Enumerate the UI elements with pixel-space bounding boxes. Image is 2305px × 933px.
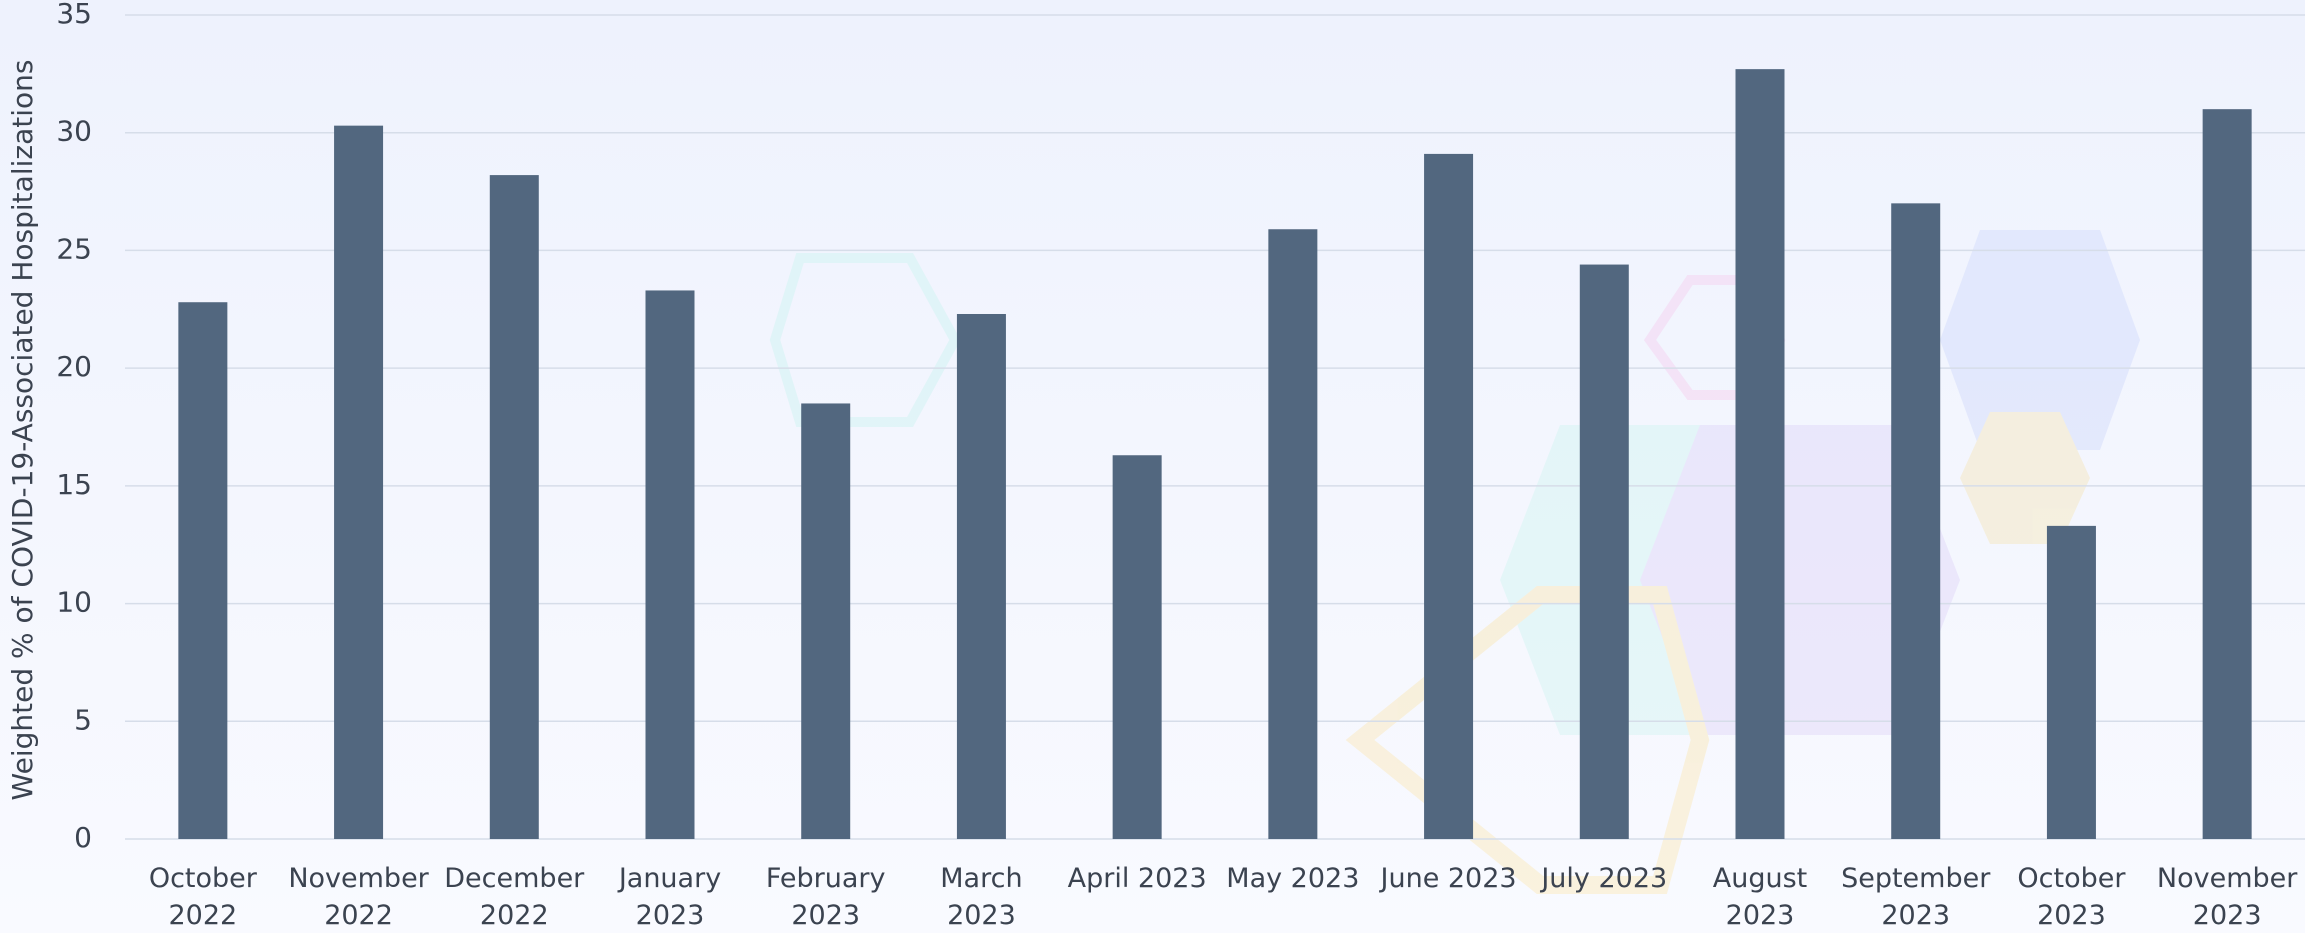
x-tick-label: December 2022	[444, 863, 585, 931]
bar	[645, 290, 695, 839]
x-tick-label: October 2023	[2017, 863, 2126, 931]
bar	[1424, 153, 1474, 840]
y-tick-label: 0	[74, 821, 92, 854]
y-tick-label: 10	[56, 586, 92, 619]
x-tick-label: July 2023	[1541, 863, 1668, 894]
bar	[2202, 109, 2252, 839]
bar	[489, 175, 539, 839]
bar	[1579, 264, 1629, 839]
bar	[178, 302, 228, 839]
x-tick-label: September 2023	[1841, 863, 1991, 931]
x-tick-label: November 2023	[2156, 863, 2298, 931]
x-tick-label: January 2023	[618, 863, 722, 931]
y-tick-label: 25	[56, 232, 92, 265]
y-axis-title: Weighted % of COVID-19-Associated Hospit…	[6, 60, 39, 801]
y-tick-label: 15	[56, 468, 92, 501]
y-tick-label: 30	[56, 115, 92, 148]
y-tick-label: 35	[56, 0, 92, 30]
y-tick-label: 5	[74, 703, 92, 736]
bar	[334, 125, 384, 839]
x-tick-label: August 2023	[1712, 863, 1808, 931]
bar	[801, 403, 851, 839]
bar	[956, 313, 1006, 840]
x-tick-label: June 2023	[1380, 863, 1517, 894]
x-tick-label: April 2023	[1067, 863, 1207, 894]
x-tick-label: May 2023	[1226, 863, 1360, 894]
x-tick-label: November 2022	[288, 863, 429, 931]
bar	[2046, 525, 2096, 839]
x-tick-label: March 2023	[940, 863, 1023, 931]
x-tick-label: October 2022	[148, 863, 257, 931]
bar	[1735, 69, 1785, 840]
bar	[1891, 203, 1941, 840]
bar	[1112, 455, 1162, 839]
y-tick-label: 20	[56, 350, 92, 383]
bar	[1268, 229, 1318, 840]
x-tick-label: February 2023	[765, 863, 886, 931]
